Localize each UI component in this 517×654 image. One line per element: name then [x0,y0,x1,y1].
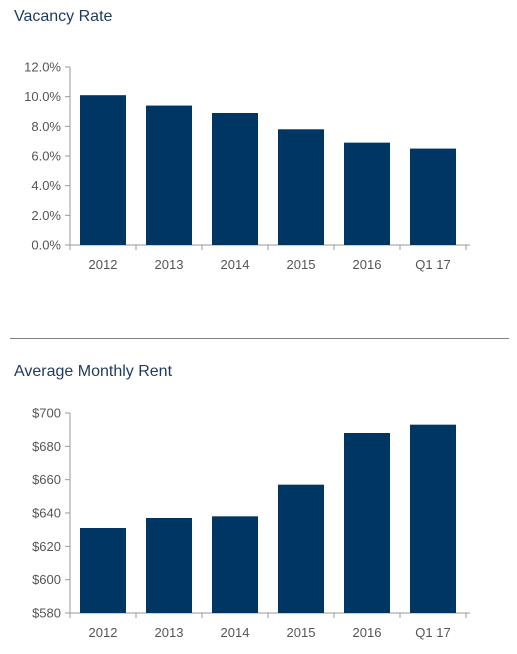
y-tick-label: 4.0% [31,178,61,193]
x-tick-label: Q1 17 [415,257,450,272]
x-tick-label: 2016 [353,257,382,272]
x-tick-label: 2016 [353,625,382,640]
bar-2016 [344,433,390,613]
bar-2016 [344,142,390,245]
x-tick-label: 2015 [287,257,316,272]
y-tick-label: $680 [32,439,61,454]
y-tick-label: 6.0% [31,149,61,164]
y-tick-label: 2.0% [31,208,61,223]
x-tick-label: 2015 [287,625,316,640]
y-tick-label: $600 [32,572,61,587]
bar-2014 [212,112,258,245]
average-monthly-rent-chart: $580 $600 $620 $640 $660 $680 $700 2012 2013 2014… [32,406,470,640]
average-monthly-rent-title: Average Monthly Rent [14,363,173,380]
x-tick-label: Q1 17 [415,625,450,640]
x-tick-label: 2013 [155,257,184,272]
y-tick-label: $620 [32,539,61,554]
x-tick-label: 2014 [221,257,250,272]
bar-2013 [146,105,192,245]
y-tick-label: $640 [32,506,61,521]
y-tick-label: 0.0% [31,238,61,253]
y-tick-label: 12.0% [24,60,61,75]
vacancy-rate-chart: 0.0% 2.0% 4.0% 6.0% 8.0% 10.0% 12.0% 2012 2013 20… [24,60,470,272]
y-tick-label: $580 [32,606,61,621]
x-tick-label: 2013 [155,625,184,640]
x-tick-label: 2014 [221,625,250,640]
section-divider [10,338,509,339]
x-tick-label: 2012 [89,257,118,272]
bar-2015 [278,484,324,613]
vacancy-rate-title: Vacancy Rate [14,8,113,25]
bar-q1-17 [410,424,456,613]
y-tick-label: $660 [32,472,61,487]
bar-2013 [146,518,192,613]
y-tick-label: $700 [32,406,61,421]
bar-2014 [212,516,258,613]
bar-2012 [80,528,126,613]
bar-2012 [80,95,126,245]
y-tick-label: 8.0% [31,119,61,134]
y-tick-label: 10.0% [24,89,61,104]
bar-q1-17 [410,148,456,245]
x-tick-label: 2012 [89,625,118,640]
bar-2015 [278,129,324,245]
